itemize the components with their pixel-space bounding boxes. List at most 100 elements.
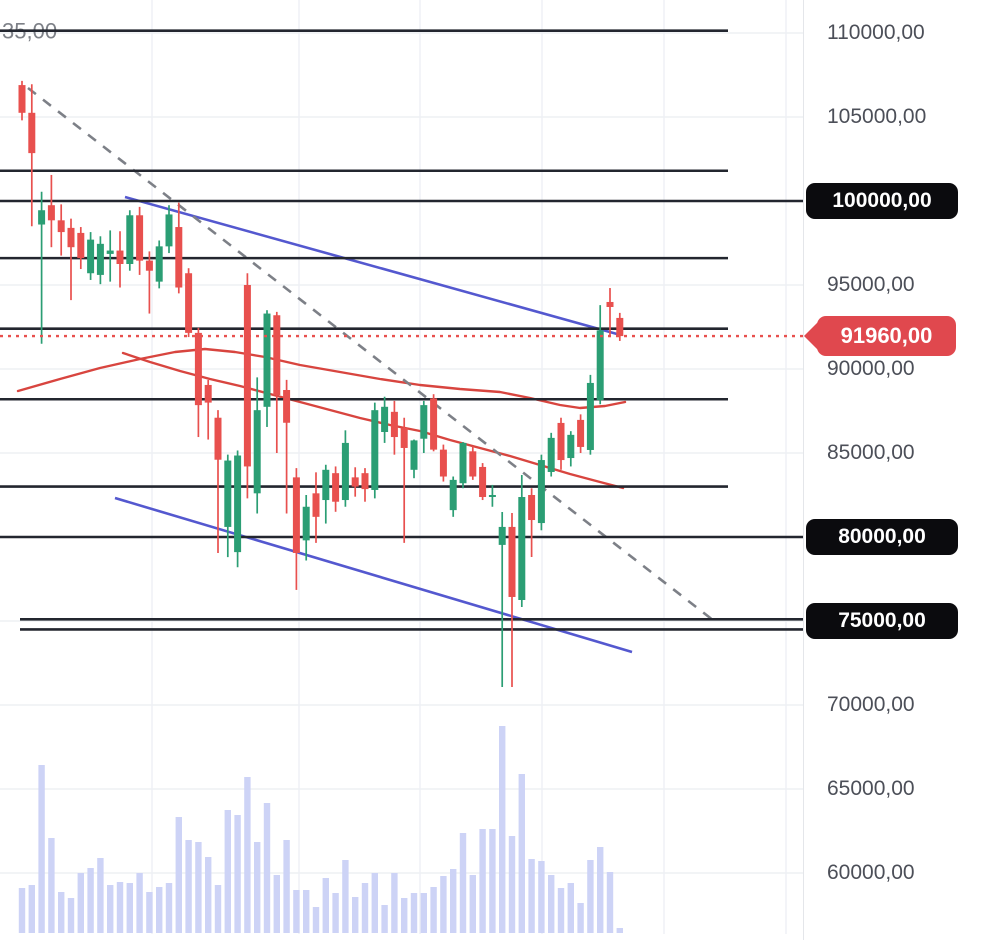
candle-up	[87, 239, 95, 274]
volume-bar	[116, 882, 124, 933]
price-axis[interactable]: 110000,00 105000,00 100000,00 95000,00 90000…	[803, 0, 1005, 940]
volume-bar	[185, 840, 192, 933]
candle-down	[400, 427, 408, 448]
candle-up	[410, 440, 418, 470]
candle-down	[145, 260, 153, 271]
chart-plot-area: 35,00	[0, 0, 803, 934]
volume-bar	[459, 833, 467, 933]
candle-up	[96, 243, 104, 275]
volume-bar	[528, 859, 535, 933]
volume-bar	[430, 887, 437, 933]
candle-down	[439, 449, 447, 477]
axis-badge-80000: 80000,00	[806, 519, 958, 555]
candle-down	[136, 215, 144, 261]
volume-bar	[401, 898, 408, 933]
volume-bar	[508, 836, 516, 933]
volume-bar	[67, 898, 75, 933]
candle-down	[616, 317, 624, 337]
volume-bar	[420, 893, 427, 933]
volume-bar	[97, 858, 104, 933]
volume-bar	[254, 842, 261, 933]
candle-up	[459, 442, 467, 484]
candle-down	[430, 398, 438, 450]
axis-tick-90000: 90000,00	[827, 357, 915, 380]
volume-bar	[332, 893, 339, 933]
axis-tick-60000: 60000,00	[827, 861, 915, 884]
volume-bar	[557, 888, 565, 933]
candle-down	[283, 390, 291, 423]
volume-bar	[136, 873, 143, 933]
candle-down	[361, 473, 369, 490]
candle-up	[488, 495, 496, 497]
candle-up	[381, 406, 389, 432]
candle-down	[204, 384, 212, 403]
axis-separator	[803, 0, 804, 940]
volume-bar	[391, 873, 398, 933]
volume-bar	[273, 875, 280, 933]
horizontal-levels[interactable]	[0, 29, 803, 631]
candle-up	[420, 405, 428, 439]
volume-bar	[381, 905, 388, 933]
volume-bar	[361, 883, 369, 933]
volume-bars	[18, 726, 623, 933]
volume-bar	[312, 907, 320, 933]
volume-bar	[548, 875, 555, 933]
volume-bar	[479, 829, 486, 933]
axis-badge-75000: 75000,00	[806, 603, 958, 639]
volume-bar	[165, 883, 173, 933]
candle-down	[606, 301, 614, 308]
channel-upper[interactable]	[124, 195, 618, 336]
volume-bar	[58, 892, 65, 933]
volume-bar	[283, 840, 290, 933]
volume-bar	[577, 903, 584, 933]
current-price-value: 91960,00	[817, 316, 956, 357]
candle-up	[165, 214, 173, 247]
volume-bar	[371, 873, 378, 933]
volume-bar	[146, 892, 153, 933]
volume-bar	[234, 815, 241, 933]
candle-up	[518, 497, 526, 600]
volume-bar	[587, 860, 594, 933]
channel-lower[interactable]	[114, 496, 633, 654]
volume-bar	[263, 803, 271, 933]
moving-average-lines[interactable]	[16, 347, 627, 490]
candle-down	[508, 526, 516, 597]
volume-bar	[597, 847, 604, 933]
candle-down	[273, 315, 281, 396]
candle-up	[567, 434, 575, 459]
volume-bar	[77, 873, 84, 933]
volume-bar	[205, 857, 212, 933]
candle-down	[77, 232, 85, 259]
candle-down	[67, 227, 75, 248]
volume-bar	[410, 893, 418, 933]
volume-bar	[606, 872, 614, 933]
volume-bar	[156, 887, 163, 933]
candle-up	[155, 246, 163, 282]
volume-bar	[107, 885, 114, 933]
candle-up	[224, 460, 232, 527]
axis-tick-70000: 70000,00	[827, 693, 915, 716]
volume-bar	[195, 842, 202, 933]
candle-down	[243, 285, 251, 467]
candle-down	[28, 112, 36, 154]
volume-bar	[303, 890, 310, 933]
candle-up	[596, 330, 604, 401]
volume-bar	[175, 817, 182, 933]
volume-bar	[489, 829, 496, 933]
downtrend-dashed[interactable]	[27, 86, 719, 626]
axis-tick-110000: 110000,00	[827, 21, 925, 44]
candle-down	[18, 85, 26, 113]
volume-bar	[214, 885, 222, 933]
axis-badge-100000: 100000,00	[806, 183, 958, 219]
candle-down	[528, 495, 536, 521]
candle-up	[106, 250, 114, 254]
volume-bar	[469, 875, 476, 933]
candle-down	[116, 250, 124, 264]
candle-up	[38, 210, 46, 225]
candle-up	[498, 526, 506, 545]
volume-bar	[440, 876, 447, 933]
candle-up	[253, 410, 261, 494]
volume-bar	[18, 888, 26, 933]
